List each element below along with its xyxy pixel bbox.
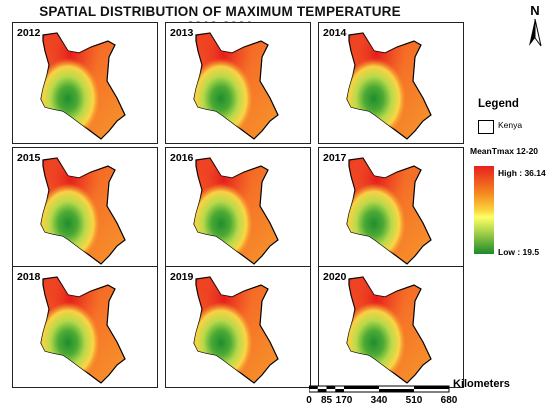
kenya-temperature-map — [40, 157, 126, 265]
map-panel-2012: 2012 — [12, 22, 158, 144]
raster-title: MeanTmax 12-20 — [470, 146, 539, 156]
panel-year-label: 2015 — [17, 152, 41, 164]
map-panel-2013: 2013 — [165, 22, 311, 144]
scale-bar: Kilometers 0 85 170 340 510 680 — [305, 378, 550, 414]
kenya-temperature-map — [346, 157, 432, 265]
kenya-temperature-map — [40, 276, 126, 384]
panel-year-label: 2017 — [323, 152, 347, 164]
map-panel-2017: 2017 — [318, 147, 464, 269]
kenya-temperature-map — [346, 32, 432, 140]
scale-bar-graphic — [309, 385, 450, 393]
panel-year-label: 2020 — [323, 271, 347, 283]
kenya-boundary-swatch — [478, 120, 494, 134]
panel-year-label: 2014 — [323, 27, 347, 39]
kenya-temperature-map — [193, 157, 279, 265]
map-panel-2015: 2015 — [12, 147, 158, 269]
scale-tick-label: 0 — [306, 395, 312, 406]
scale-tick-label: 85 — [320, 395, 333, 406]
kenya-temperature-map — [346, 276, 432, 384]
map-panel-2014: 2014 — [318, 22, 464, 144]
panel-year-label: 2019 — [170, 271, 194, 283]
ramp-high-label: High : 36.14 — [498, 168, 546, 178]
scale-tick-label: 680 — [440, 395, 458, 406]
scale-unit-label: Kilometers — [453, 378, 510, 390]
kenya-boundary-label: Kenya — [498, 120, 523, 130]
map-panel-2019: 2019 — [165, 266, 311, 388]
kenya-temperature-map — [193, 32, 279, 140]
north-label: N — [530, 3, 539, 18]
north-arrow-icon: N — [529, 3, 542, 47]
ramp-low-label: Low : 19.5 — [498, 247, 540, 257]
kenya-temperature-map — [193, 276, 279, 384]
panel-year-label: 2018 — [17, 271, 41, 283]
panel-year-label: 2012 — [17, 27, 41, 39]
scale-tick-label: 170 — [335, 395, 353, 406]
color-ramp — [474, 166, 494, 254]
legend-title: Legend — [478, 98, 519, 110]
legend: Legend Kenya MeanTmax 12-20 High : 36.14… — [470, 98, 550, 268]
panel-year-label: 2013 — [170, 27, 194, 39]
panel-year-label: 2016 — [170, 152, 194, 164]
map-panel-2016: 2016 — [165, 147, 311, 269]
map-panel-2018: 2018 — [12, 266, 158, 388]
scale-tick-label: 340 — [370, 395, 388, 406]
kenya-temperature-map — [40, 32, 126, 140]
scale-tick-label: 510 — [405, 395, 423, 406]
map-panel-2020: 2020 — [318, 266, 464, 388]
